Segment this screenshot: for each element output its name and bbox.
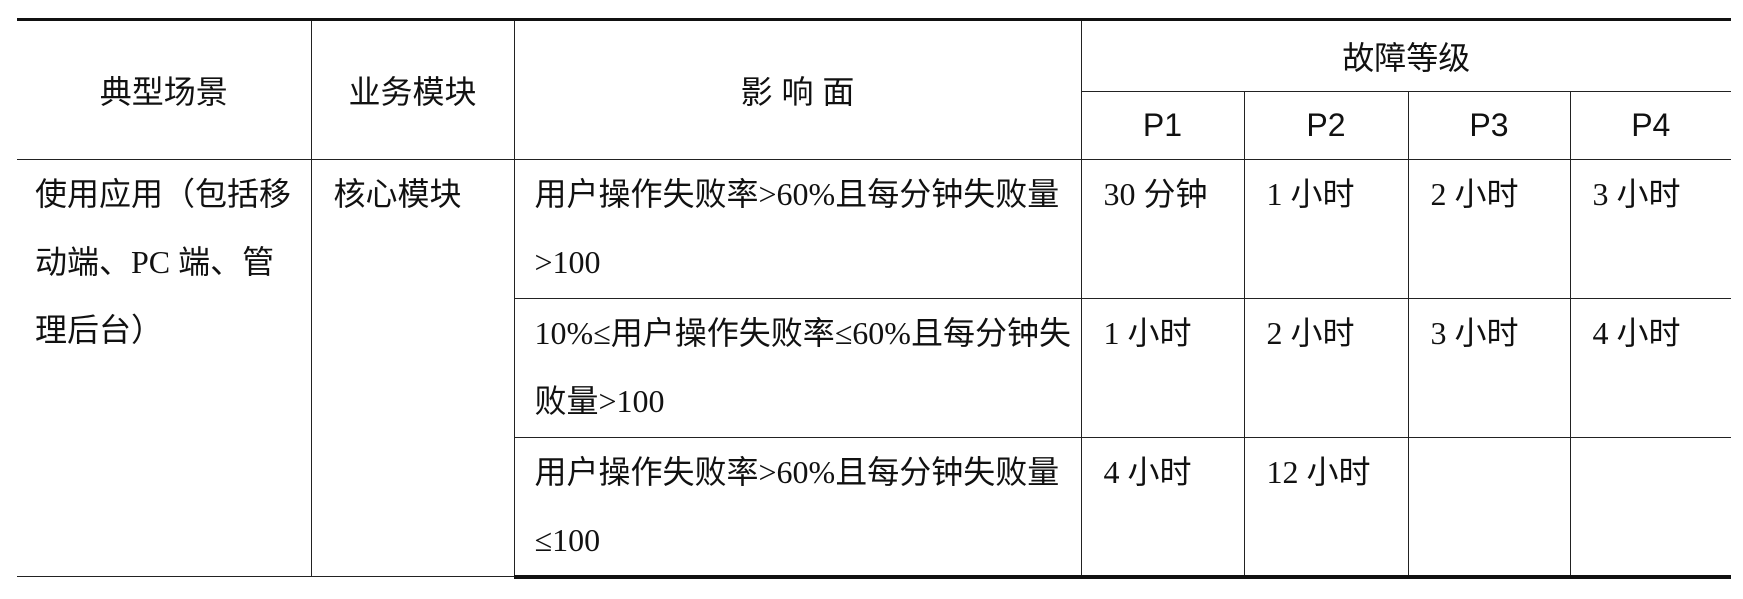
- p3-cell: 3 小时: [1407, 298, 1571, 438]
- scenario-cell: 使用应用（包括移动端、PC 端、管理后台）: [17, 159, 312, 577]
- header-row: 典型场景 业务模块 影 响 面 故障等级: [17, 18, 1732, 160]
- p2-cell: 2 小时: [1243, 298, 1409, 438]
- fault-level-table: 典型场景 业务模块 影 响 面 故障等级 P1 P2 P3 P4 使用应用（包括…: [17, 18, 1732, 579]
- header-impact: 影 响 面: [513, 18, 1082, 160]
- header-scenario: 典型场景: [17, 18, 312, 160]
- p4-cell: 4 小时: [1569, 298, 1732, 438]
- impact-cell: 用户操作失败率>60%且每分钟失败量≤100: [514, 437, 1082, 579]
- table-row: 10%≤用户操作失败率≤60%且每分钟失败量>100 1 小时 2 小时 3 小…: [17, 298, 1732, 438]
- header-fault-level: 故障等级: [1080, 18, 1732, 92]
- p2-cell: 1 小时: [1243, 159, 1409, 299]
- p3-cell: 2 小时: [1407, 159, 1571, 299]
- header-levels-row: P1 P2 P3 P4: [17, 91, 1732, 160]
- p4-cell: 3 小时: [1569, 159, 1732, 299]
- impact-cell: 用户操作失败率>60%且每分钟失败量>100: [513, 159, 1082, 299]
- module-cell: 核心模块: [310, 159, 515, 577]
- p2-cell: 12 小时: [1243, 437, 1409, 579]
- header-p1: P1: [1081, 91, 1245, 160]
- header-module: 业务模块: [310, 18, 515, 160]
- p3-cell: [1407, 437, 1571, 579]
- header-p4: P4: [1569, 91, 1732, 160]
- header-p2: P2: [1243, 91, 1409, 160]
- header-p3: P3: [1407, 91, 1571, 160]
- p4-cell: [1569, 437, 1732, 579]
- table-row: 用户操作失败率>60%且每分钟失败量≤100 4 小时 12 小时: [17, 437, 1732, 579]
- p1-cell: 4 小时: [1080, 437, 1245, 579]
- p1-cell: 1 小时: [1080, 298, 1245, 438]
- table-row: 使用应用（包括移动端、PC 端、管理后台） 核心模块 用户操作失败率>60%且每…: [17, 159, 1732, 577]
- impact-cell: 10%≤用户操作失败率≤60%且每分钟失败量>100: [514, 298, 1082, 438]
- p1-cell: 30 分钟: [1080, 159, 1245, 299]
